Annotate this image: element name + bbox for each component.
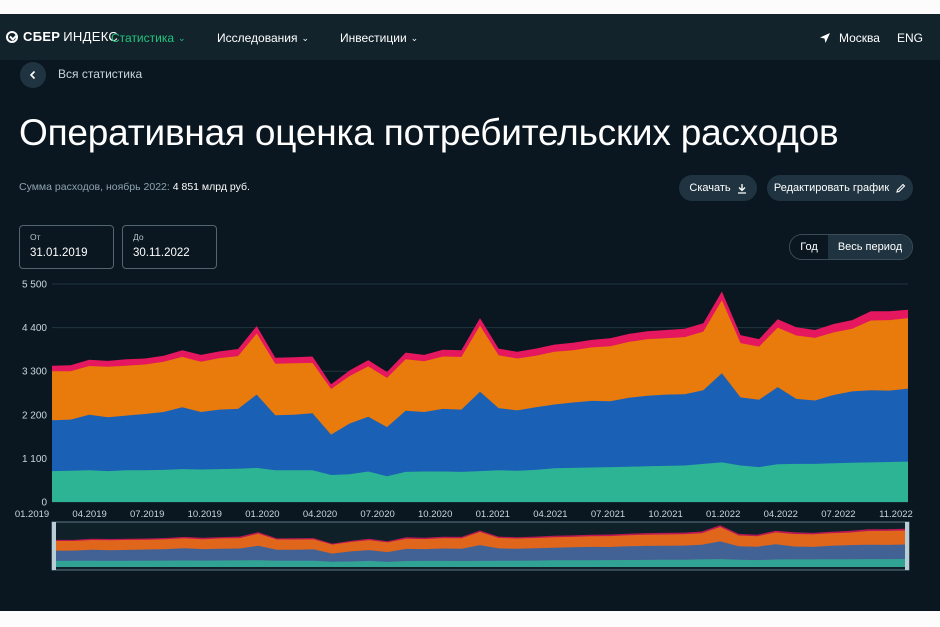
x-tick-label: 07.2021	[591, 509, 625, 520]
y-tick-label: 1 100	[22, 454, 47, 465]
nav-item-investments[interactable]: Инвестиции ⌄	[340, 31, 418, 45]
download-icon	[737, 183, 746, 194]
date-from-label: От	[30, 232, 41, 242]
logo-icon	[6, 30, 18, 43]
logo-text-index: ИНДЕКС	[63, 29, 119, 44]
x-tick-label: 10.2019	[188, 509, 222, 520]
navigator-series-1	[55, 559, 905, 567]
x-tick-label: 04.2020	[303, 509, 337, 520]
x-tick-label: 10.2021	[648, 509, 682, 520]
x-tick-label: 01.2019	[15, 509, 49, 520]
y-tick-label: 3 300	[22, 367, 47, 378]
x-tick-label: 01.2022	[706, 509, 740, 520]
page-title: Оперативная оценка потребительских расхо…	[19, 112, 839, 153]
back-link-label[interactable]: Вся статистика	[58, 67, 143, 81]
logo-text-sber: СБЕР	[23, 29, 61, 44]
chevron-down-icon: ⌄	[410, 33, 419, 43]
location-selector[interactable]: Москва	[819, 31, 880, 45]
period-toggle: Год Весь период	[789, 234, 913, 260]
download-label: Скачать	[689, 182, 731, 194]
sber-index-logo[interactable]: СБЕР ИНДЕКС	[6, 29, 118, 44]
navigator-handle-right	[905, 522, 909, 570]
x-tick-label: 07.2019	[130, 509, 164, 520]
back-button[interactable]	[20, 62, 46, 88]
nav-section-statistics[interactable]: Статистика ⌄	[111, 31, 186, 45]
edit-chart-button[interactable]: Редактировать график	[767, 175, 913, 201]
period-option-all[interactable]: Весь период	[828, 235, 912, 259]
nav-item-research[interactable]: Исследования ⌄	[217, 31, 309, 45]
spending-summary: Сумма расходов, ноябрь 2022: 4 851 млрд …	[19, 181, 250, 193]
x-tick-label: 01.2021	[476, 509, 510, 520]
top-nav: СБЕР ИНДЕКС Статистика ⌄ Исследования ⌄ Ин…	[0, 14, 940, 60]
y-tick-label: 5 500	[22, 280, 47, 291]
location-arrow-icon	[820, 33, 830, 43]
edit-chart-label: Редактировать график	[773, 182, 890, 194]
language-switch[interactable]: ENG	[897, 31, 924, 45]
y-tick-label: 2 200	[22, 410, 47, 421]
summary-label: Сумма расходов, ноябрь 2022:	[19, 181, 170, 193]
x-tick-label: 04.2021	[533, 509, 567, 520]
date-to-field[interactable]: До 30.11.2022	[122, 225, 217, 269]
period-option-year[interactable]: Год	[790, 235, 828, 259]
x-tick-label: 04.2019	[72, 509, 106, 520]
nav-section-label: Статистика	[111, 31, 175, 45]
date-from-field[interactable]: От 31.01.2019	[19, 225, 114, 269]
date-to-label: До	[133, 232, 144, 242]
x-tick-label: 07.2020	[360, 509, 394, 520]
nav-item-label: Инвестиции	[340, 31, 407, 45]
navigator-handle-left	[52, 522, 56, 570]
nav-item-label: Исследования	[217, 31, 298, 45]
series-area-1	[52, 461, 908, 502]
spending-area-chart: 0 1 100 2 200 3 300 4 400 5 500 01.2019 04.2019…	[15, 280, 913, 571]
date-to-value: 30.11.2022	[133, 247, 190, 259]
x-tick-label: 01.2020	[245, 509, 279, 520]
x-tick-label: 04.2022	[764, 509, 798, 520]
app-window: СБЕР ИНДЕКС Статистика ⌄ Исследования ⌄ Ин…	[0, 14, 940, 611]
location-label: Москва	[839, 31, 880, 45]
summary-value: 4 851 млрд руб.	[172, 181, 250, 193]
x-tick-label: 10.2020	[418, 509, 452, 520]
y-tick-label: 0	[41, 498, 47, 509]
x-tick-label: 07.2022	[821, 509, 855, 520]
chevron-down-icon: ⌄	[301, 33, 310, 43]
date-from-value: 31.01.2019	[30, 247, 88, 259]
y-tick-label: 4 400	[22, 323, 47, 334]
x-tick-label: 11.2022	[879, 509, 913, 520]
chevron-left-icon	[29, 70, 36, 80]
download-button[interactable]: Скачать	[679, 175, 757, 201]
chevron-down-icon: ⌄	[178, 33, 186, 43]
pencil-icon	[896, 183, 906, 193]
